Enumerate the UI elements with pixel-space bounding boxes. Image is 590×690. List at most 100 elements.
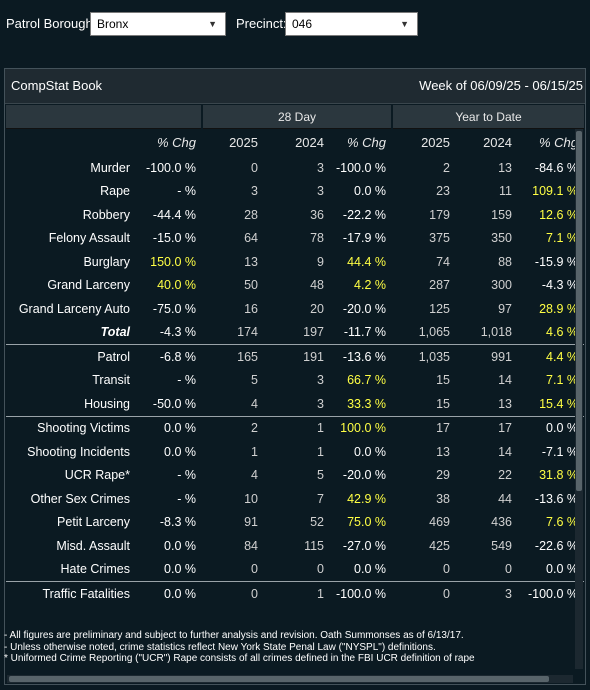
table-cell: 4 (251, 396, 258, 411)
table-cell: 0.0 % (546, 562, 579, 577)
table-row: Grand Larceny 40.0 % 50 48 4.2 % 287 300 -4.3 % (6, 274, 584, 298)
column-header: 2024 (295, 135, 324, 150)
table-cell: 42.9 % (347, 491, 386, 506)
table-cell: 52 (310, 515, 324, 530)
table-cell: 3 (317, 396, 324, 411)
table-row: Murder -100.0 % 0 3 -100.0 % 2 13 -84.6 % (6, 156, 584, 180)
table-cell: 109.1 % (532, 184, 579, 199)
table-cell: 78 (310, 231, 324, 246)
table-cell: 3 (317, 184, 324, 199)
row-label: Burglary (83, 254, 130, 269)
table-cell: 38 (436, 491, 450, 506)
table-cell: 36 (310, 207, 324, 222)
vertical-scrollbar[interactable] (575, 129, 583, 669)
table-cell: 10 (244, 491, 258, 506)
table-cell: 13 (436, 444, 450, 459)
horizontal-scroll-thumb[interactable] (9, 676, 549, 682)
row-label: Other Sex Crimes (30, 491, 130, 506)
table-cell: 7.1 % (546, 231, 579, 246)
table-cell: 3 (456, 581, 518, 606)
table-cell: -22.2 % (342, 207, 386, 222)
table-cell: 0.0 % (354, 184, 386, 199)
table-cell: 1,035 (392, 344, 456, 369)
row-label: Total (100, 325, 130, 340)
table-cell: 469 (429, 515, 450, 530)
footnote: - All figures are preliminary and subjec… (4, 630, 464, 641)
table-cell: 0.0 % (518, 415, 585, 440)
row-label: Petit Larceny (57, 515, 130, 530)
table-cell: 436 (491, 515, 512, 530)
table-row: Traffic Fatalities 0.0 % 0 1 -100.0 % 0 3 -100.… (6, 581, 585, 606)
table-row: Total -4.3 % 174 197 -11.7 % 1,065 1,018 4.6 % (6, 321, 584, 345)
borough-select[interactable]: Bronx ▼ (90, 12, 226, 36)
table-cell: -100.0 % (518, 581, 585, 606)
table-cell: 0 (251, 160, 258, 175)
group-header-ytd: Year to Date (390, 105, 585, 129)
vertical-scroll-thumb[interactable] (576, 131, 582, 491)
table-row: Other Sex Crimes - % 10 7 42.9 % 38 44 -13.6 % (6, 487, 584, 511)
column-header: % Chg (346, 135, 386, 150)
table-cell: -7.1 % (541, 444, 579, 459)
table-cell: 3 (317, 160, 324, 175)
column-header: 2024 (483, 135, 512, 150)
row-label: Grand Larceny Auto (18, 301, 130, 316)
row-label: Patrol (6, 344, 136, 369)
table-cell: 17 (392, 415, 456, 440)
table-cell: 2 (202, 415, 264, 440)
table-cell: 174 (237, 325, 258, 340)
table-cell: -50.0 % (152, 396, 196, 411)
table-cell: 13 (244, 254, 258, 269)
table-cell: 7 (317, 491, 324, 506)
row-label: Rape (100, 184, 130, 199)
table-cell: 44.4 % (347, 254, 386, 269)
table-cell: 84 (244, 538, 258, 553)
table-cell: 64 (244, 231, 258, 246)
row-label: Housing (84, 396, 130, 411)
table-cell: 44 (498, 491, 512, 506)
table-cell: 2 (443, 160, 450, 175)
table-cell: 97 (498, 301, 512, 316)
table-cell: 300 (491, 278, 512, 293)
footnotes: - All figures are preliminary and subjec… (4, 630, 586, 665)
table-cell: -13.6 % (330, 344, 392, 369)
table-cell: 425 (429, 538, 450, 553)
table-cell: 191 (264, 344, 330, 369)
precinct-label: Precinct: (236, 16, 287, 31)
horizontal-scrollbar[interactable] (7, 675, 573, 683)
table-cell: -15.0 % (152, 231, 196, 246)
table-row: Shooting Victims 0.0 % 2 1 100.0 % 17 17 0.0 % (6, 415, 585, 440)
table-cell: -100.0 % (145, 160, 196, 175)
table-cell: -8.3 % (159, 515, 196, 530)
table-cell: 287 (429, 278, 450, 293)
precinct-select[interactable]: 046 ▼ (285, 12, 418, 36)
table-cell: 1,065 (418, 325, 450, 340)
table-cell: 0.0 % (354, 444, 386, 459)
week-range: Week of 06/09/25 - 06/15/25 (419, 78, 583, 93)
panel-title: CompStat Book (11, 78, 103, 93)
table-cell: -84.6 % (534, 160, 579, 175)
table-cell: -100.0 % (330, 581, 392, 606)
table-cell: 0 (202, 581, 264, 606)
row-label: Robbery (82, 207, 130, 222)
table-cell: - % (177, 468, 196, 483)
table-cell: 3 (251, 184, 258, 199)
table-cell: 4.2 % (354, 278, 386, 293)
table-cell: 12.6 % (539, 207, 579, 222)
table-cell: 91 (244, 515, 258, 530)
group-header-row: 28 Day Year to Date (6, 105, 585, 129)
row-label: UCR Rape* (64, 468, 130, 483)
table-cell: 0.0 % (164, 444, 196, 459)
table-cell: -20.0 % (342, 301, 386, 316)
footnote: - Unless otherwise noted, crime statisti… (4, 641, 436, 653)
table-cell: -22.6 % (534, 538, 579, 553)
table-cell: 5 (251, 373, 258, 388)
table-cell: 4.6 % (546, 325, 579, 340)
row-label: Murder (90, 160, 130, 175)
table-cell: 0 (251, 562, 258, 577)
chevron-down-icon: ▼ (208, 19, 217, 29)
table-cell: -100.0 % (335, 160, 386, 175)
table-cell: 14 (498, 373, 512, 388)
table-cell: 3 (317, 373, 324, 388)
borough-label: Patrol Borough: (6, 16, 97, 31)
borough-value: Bronx (97, 17, 129, 31)
